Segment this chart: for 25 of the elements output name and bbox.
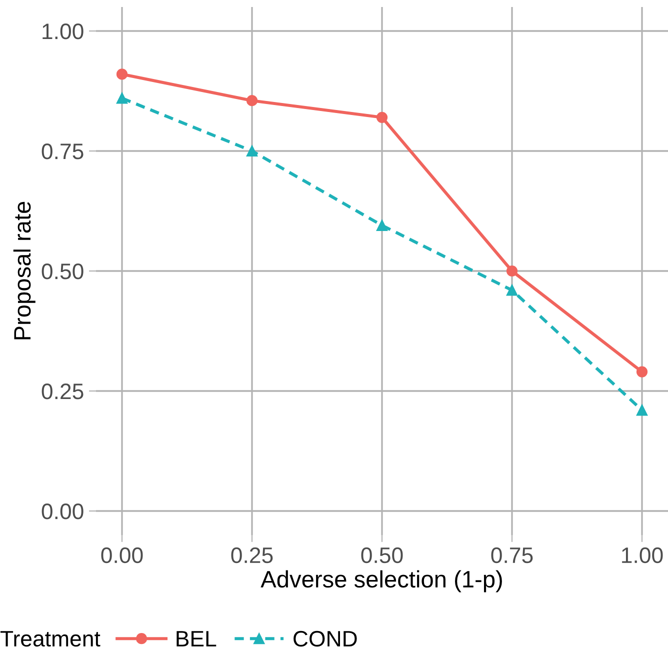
point (116, 68, 128, 80)
y-tick-label: 1.00 (42, 24, 84, 40)
point (246, 145, 258, 157)
x-axis-title: Adverse selection (1-p) (260, 570, 502, 592)
x-tick-label: 0.00 (101, 547, 143, 564)
x-tick-label: 1.00 (622, 547, 663, 564)
point (246, 95, 258, 106)
point (636, 366, 648, 378)
y-tick-label: 0.75 (42, 144, 84, 160)
x-tick-label: 0.25 (231, 547, 273, 564)
point (636, 404, 648, 416)
y-tick-label: 0.00 (42, 504, 84, 520)
legend-label: BEL (176, 631, 216, 646)
point (376, 220, 388, 231)
y-tick-label: 0.25 (42, 384, 84, 400)
point (116, 92, 128, 104)
y-axis-title: Proposal rate (13, 202, 36, 340)
point (506, 265, 518, 277)
y-tick-label: 0.50 (42, 264, 84, 280)
point (376, 112, 388, 123)
x-tick-label: 0.75 (491, 547, 533, 564)
legend-label: COND (294, 630, 357, 647)
legend-title: Treatment (0, 631, 100, 647)
x-tick-label: 0.50 (361, 547, 403, 564)
point (506, 284, 518, 296)
